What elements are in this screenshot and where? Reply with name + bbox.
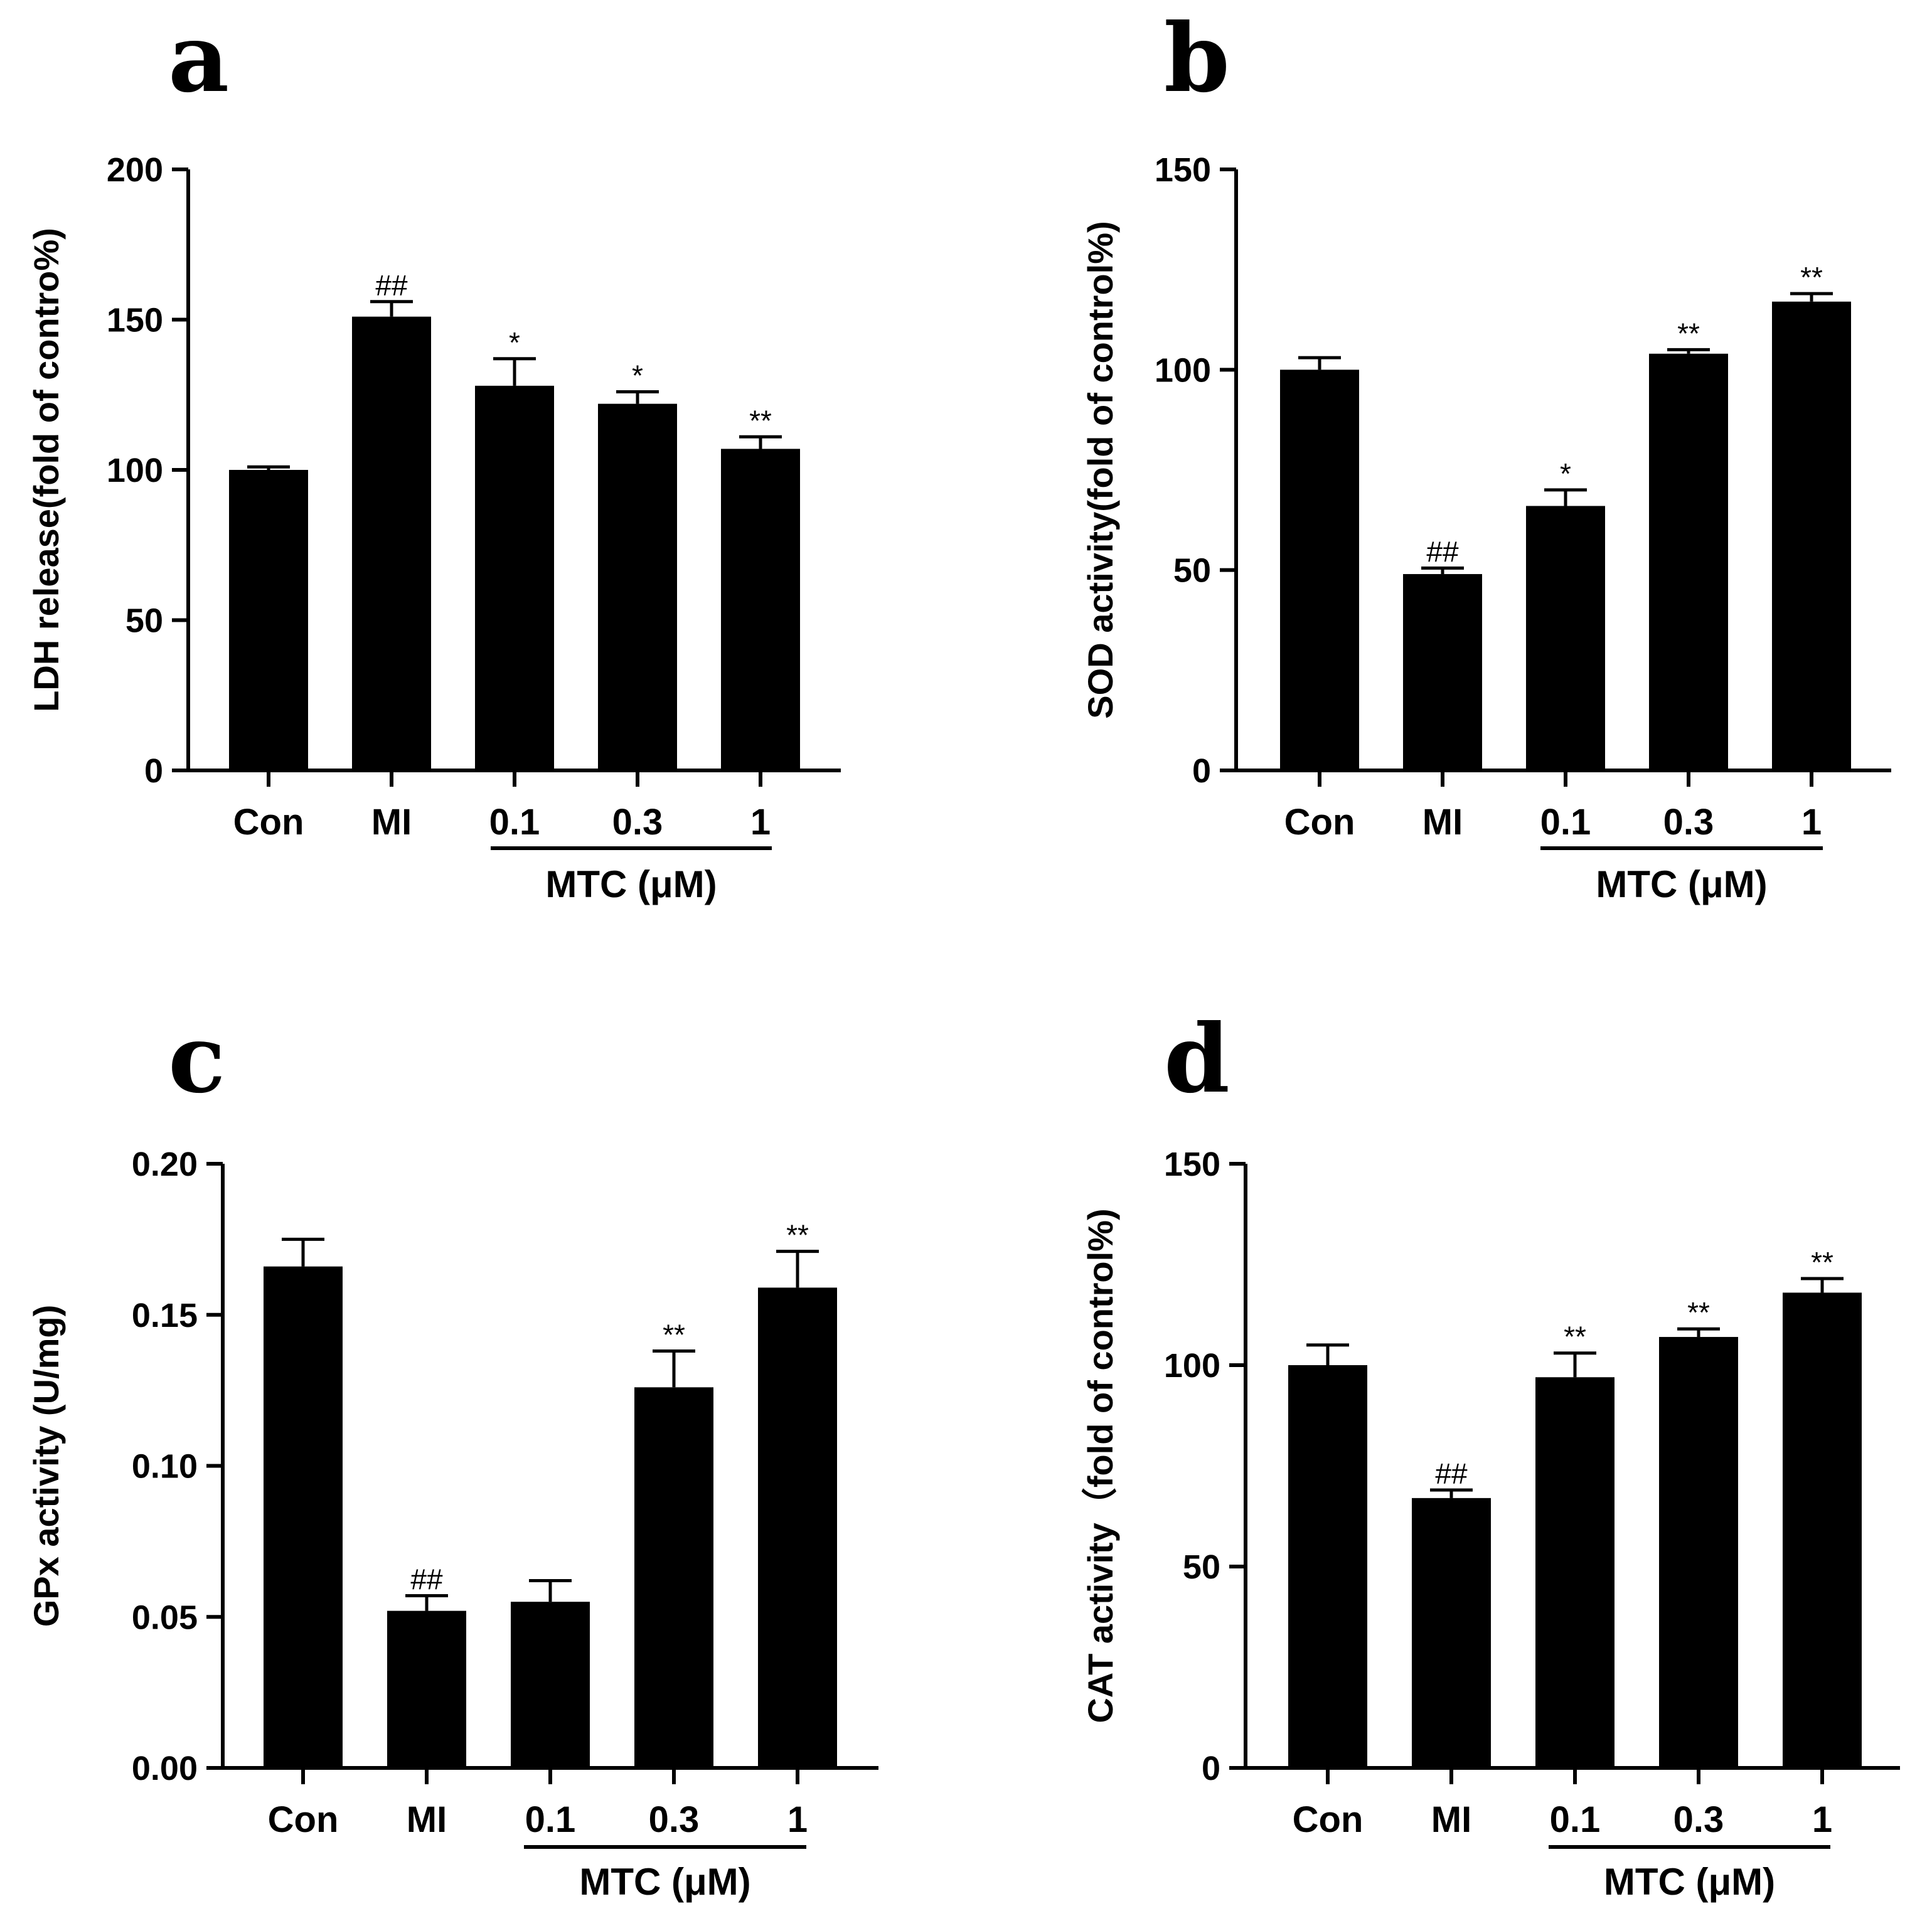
y-tick-label: 150 bbox=[1164, 1146, 1220, 1183]
x-tick-label: Con bbox=[233, 802, 304, 843]
significance-label: ** bbox=[1687, 1296, 1710, 1329]
significance-label: ** bbox=[1811, 1246, 1833, 1279]
significance-label: ** bbox=[786, 1219, 809, 1252]
group-label: MTC (μM) bbox=[579, 1861, 750, 1903]
panel-letter: c bbox=[168, 1004, 225, 1114]
y-tick-label: 150 bbox=[107, 302, 163, 339]
x-tick-label: 0.3 bbox=[649, 1799, 700, 1840]
significance-label: ## bbox=[375, 269, 408, 302]
x-tick-label: 0.3 bbox=[612, 802, 663, 843]
y-axis-label: GPx activity (U/mg) bbox=[26, 1305, 66, 1627]
y-tick-label: 0.10 bbox=[132, 1448, 198, 1486]
x-tick-label: Con bbox=[1293, 1799, 1364, 1840]
bar-1 bbox=[721, 449, 800, 770]
y-axis-label: CAT activity（fold of control%) bbox=[1081, 1208, 1120, 1723]
bar-1 bbox=[1783, 1292, 1862, 1768]
x-tick-label: 0.1 bbox=[489, 802, 540, 843]
group-label: MTC (μM) bbox=[545, 863, 717, 905]
x-tick-label: 0.3 bbox=[1673, 1799, 1724, 1840]
y-tick-label: 0.20 bbox=[132, 1146, 198, 1183]
bar-Con bbox=[1280, 370, 1359, 770]
bar-0.3 bbox=[1659, 1337, 1738, 1768]
bar-1 bbox=[1772, 301, 1851, 770]
x-tick-label: Con bbox=[1284, 802, 1355, 843]
x-tick-label: 1 bbox=[787, 1799, 808, 1840]
bar-0.3 bbox=[634, 1387, 713, 1768]
bar-Con bbox=[264, 1266, 343, 1768]
y-tick-label: 0.00 bbox=[132, 1750, 198, 1787]
bar-0.3 bbox=[598, 403, 677, 770]
x-tick-label: MI bbox=[371, 802, 412, 843]
y-tick-label: 100 bbox=[1155, 351, 1211, 389]
significance-label: ## bbox=[1426, 535, 1459, 568]
significance-label: * bbox=[509, 326, 520, 359]
panel-letter: d bbox=[1164, 1004, 1230, 1114]
bar-0.1 bbox=[1526, 506, 1605, 770]
x-tick-label: Con bbox=[268, 1799, 339, 1840]
bar-0.1 bbox=[511, 1602, 590, 1768]
bar-0.1 bbox=[475, 385, 554, 770]
y-axis-label: LDH release(fold of contro%) bbox=[26, 228, 66, 712]
bar-MI bbox=[1403, 574, 1482, 770]
x-tick-label: 0.3 bbox=[1663, 802, 1714, 843]
y-tick-label: 0.15 bbox=[132, 1297, 198, 1334]
x-tick-label: MI bbox=[1422, 802, 1463, 843]
significance-label: * bbox=[1560, 457, 1571, 490]
bar-Con bbox=[1288, 1365, 1367, 1768]
y-axis-label: SOD activity(fold of control%) bbox=[1081, 221, 1120, 718]
bar-0.3 bbox=[1649, 353, 1728, 770]
chart-panel-a: a 0 50 100 150 200 LDH release(fold of contro%… bbox=[26, 3, 841, 905]
significance-label: ** bbox=[1800, 261, 1823, 294]
y-tick-label: 50 bbox=[125, 602, 163, 640]
y-tick-label: 100 bbox=[107, 452, 163, 489]
x-tick-label: MI bbox=[407, 1799, 447, 1840]
x-tick-label: 1 bbox=[1812, 1799, 1832, 1840]
bar-Con bbox=[229, 470, 308, 770]
chart-panel-b: b 0 50 100 150 SOD activity(fold of control%)… bbox=[1081, 3, 1891, 905]
group-label: MTC (μM) bbox=[1596, 863, 1767, 905]
y-tick-label: 0.05 bbox=[132, 1599, 198, 1636]
significance-label: ** bbox=[1677, 317, 1700, 349]
panel-letter: a bbox=[168, 3, 229, 114]
y-tick-label: 0 bbox=[144, 752, 163, 790]
x-tick-label: 0.1 bbox=[525, 1799, 576, 1840]
x-tick-label: 0.1 bbox=[1550, 1799, 1601, 1840]
bar-MI bbox=[1412, 1498, 1491, 1768]
x-tick-label: 0.1 bbox=[1540, 802, 1591, 843]
panel-letter: b bbox=[1164, 3, 1230, 114]
significance-label: ## bbox=[1435, 1457, 1468, 1490]
x-tick-label: 1 bbox=[1801, 802, 1822, 843]
y-tick-label: 0 bbox=[1192, 752, 1211, 790]
bar-MI bbox=[352, 316, 431, 771]
significance-label: ## bbox=[410, 1563, 443, 1596]
significance-label: ** bbox=[1564, 1321, 1586, 1353]
x-tick-label: MI bbox=[1431, 1799, 1471, 1840]
significance-label: ** bbox=[749, 404, 772, 437]
bar-MI bbox=[387, 1610, 466, 1768]
chart-panel-d: d 0 50 100 150 CAT activity（fold of control%)… bbox=[1081, 1004, 1900, 1903]
y-tick-label: 150 bbox=[1155, 151, 1211, 189]
y-tick-label: 0 bbox=[1202, 1750, 1220, 1787]
chart-panel-c: c 0.00 0.05 0.10 0.15 0.20 GPx activity (U/mg)… bbox=[26, 1004, 878, 1903]
significance-label: * bbox=[632, 359, 643, 391]
group-label: MTC (μM) bbox=[1604, 1861, 1775, 1903]
bar-0.1 bbox=[1535, 1377, 1614, 1768]
y-tick-label: 50 bbox=[1173, 552, 1211, 590]
significance-label: ** bbox=[663, 1319, 685, 1351]
x-tick-label: 1 bbox=[750, 802, 771, 843]
y-tick-label: 100 bbox=[1164, 1347, 1220, 1385]
y-tick-label: 200 bbox=[107, 151, 163, 189]
y-tick-label: 50 bbox=[1183, 1548, 1220, 1586]
bar-1 bbox=[758, 1287, 837, 1768]
